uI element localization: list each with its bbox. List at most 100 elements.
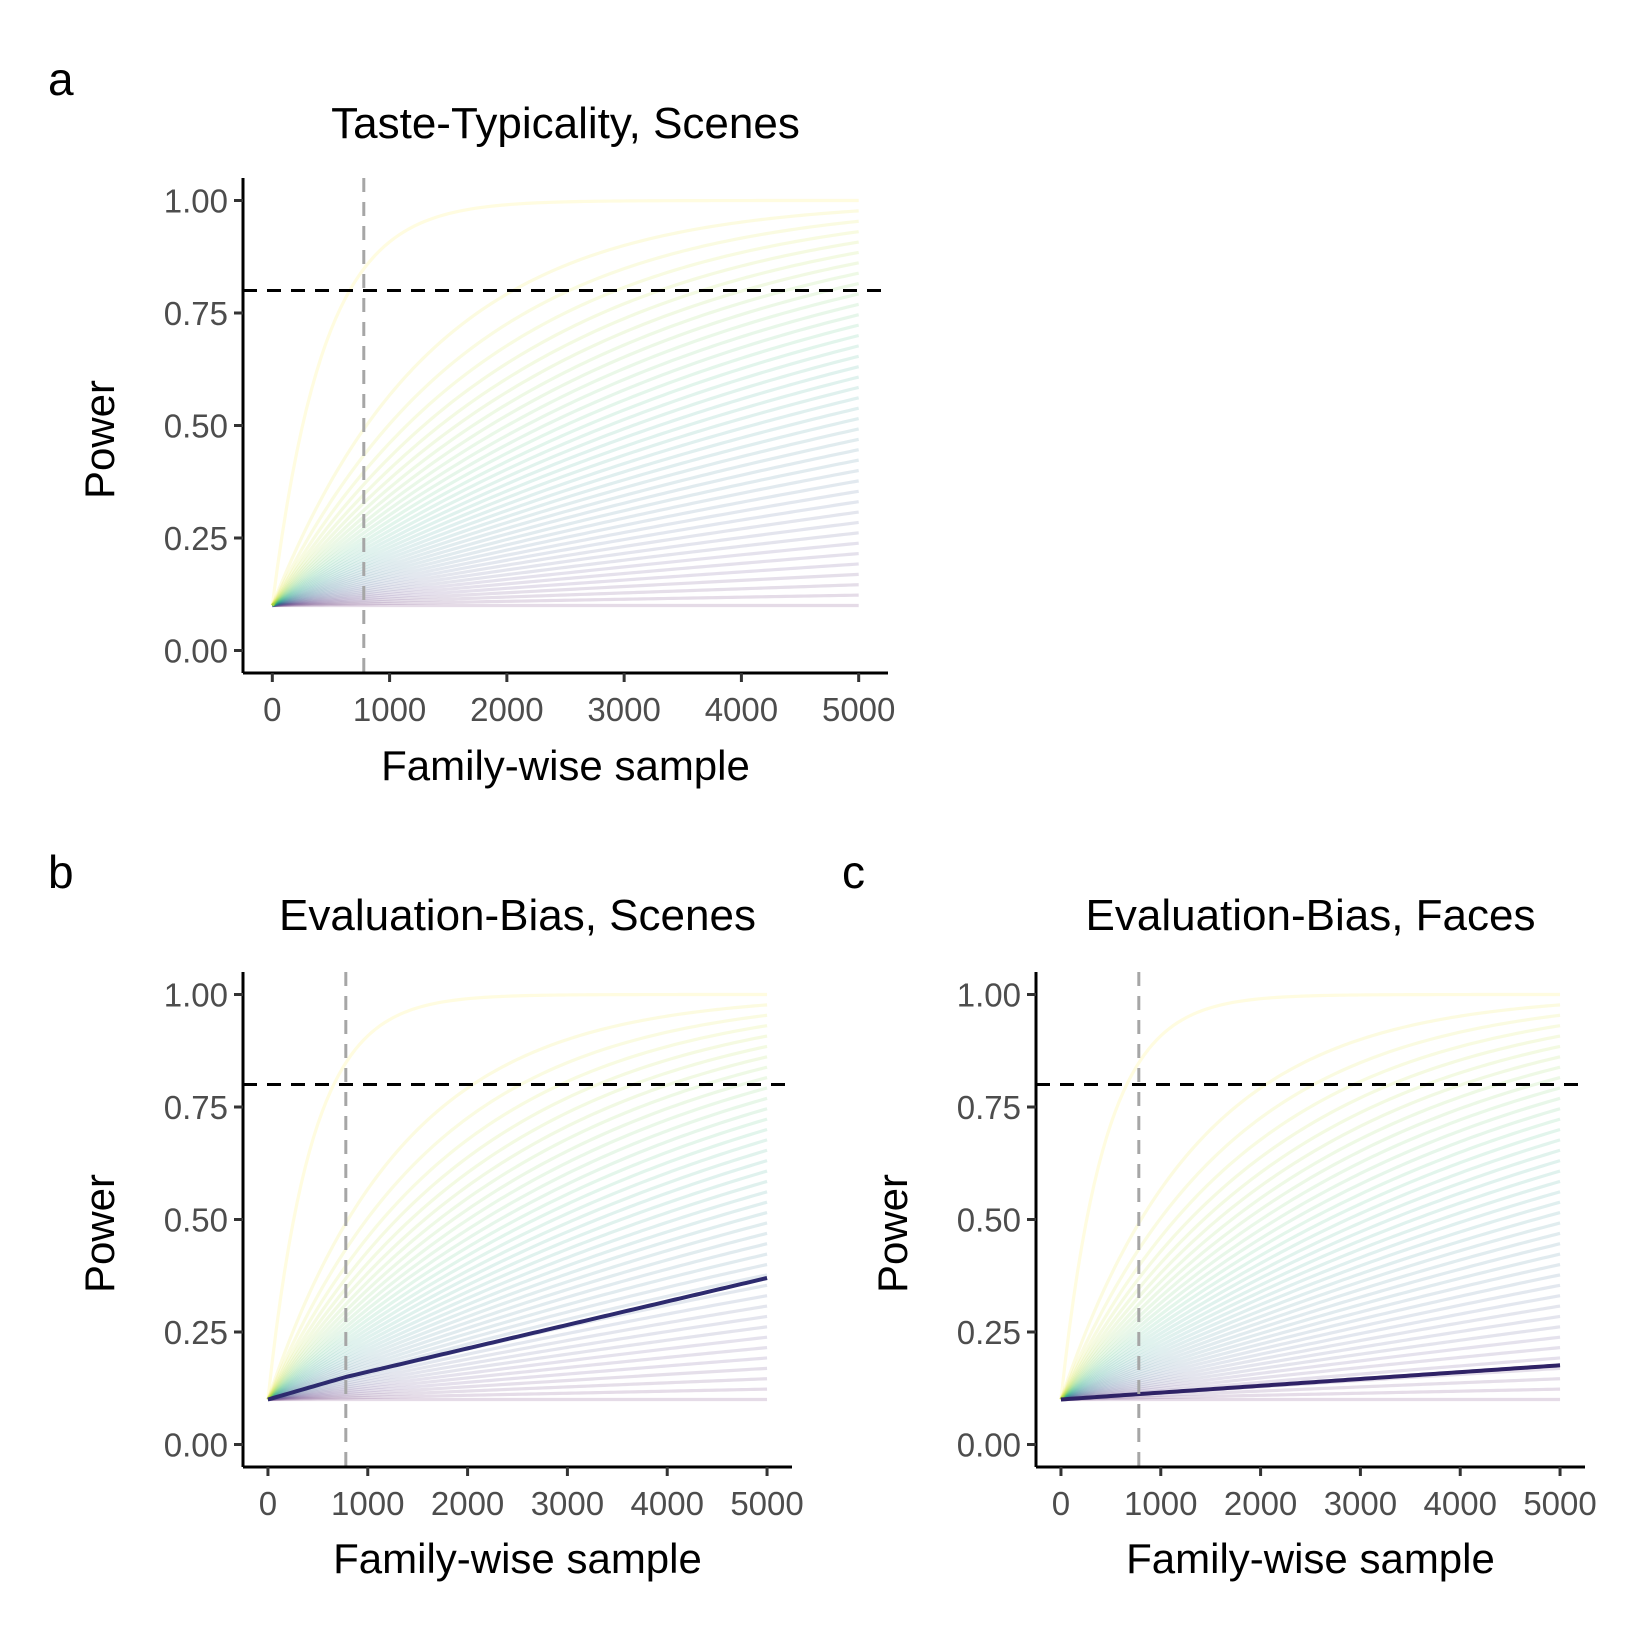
y-tick-label: 0.25 (164, 520, 228, 557)
y-tick-label: 0.00 (957, 1427, 1021, 1464)
power-curve (1059, 1138, 1561, 1401)
power-curve (271, 437, 860, 608)
highlighted-power-curve (267, 1276, 768, 1402)
power-curve (1060, 1387, 1561, 1402)
power-curve (1060, 1314, 1561, 1402)
power-curve (266, 1096, 768, 1401)
x-tick-label: 1000 (331, 1485, 404, 1522)
power-curve (271, 375, 860, 607)
x-tick-label: 2000 (1224, 1485, 1297, 1522)
power-curves (270, 198, 860, 608)
power-curve (267, 1252, 768, 1402)
power-curve (267, 1179, 768, 1401)
power-curve (271, 396, 860, 607)
power-curve (1060, 1262, 1561, 1402)
highlighted-power-curve (1060, 1363, 1561, 1402)
power-curve (271, 344, 860, 607)
power-curve (266, 1065, 768, 1401)
power-curve (271, 292, 860, 607)
power-curve (1059, 992, 1561, 1400)
power-curve (1060, 1231, 1561, 1401)
power-curve (272, 593, 859, 608)
power-curve (1060, 1325, 1561, 1402)
power-curve (267, 1377, 768, 1402)
chart-title: Evaluation-Bias, Scenes (279, 891, 756, 940)
power-curve (266, 1138, 768, 1401)
power-curves (1059, 992, 1561, 1402)
power-curve (1060, 1294, 1561, 1402)
power-curve (272, 562, 859, 608)
power-curve (1059, 1065, 1561, 1401)
power-curve (271, 354, 860, 607)
y-tick-label: 1.00 (957, 977, 1021, 1014)
power-curve (271, 365, 860, 607)
power-curve (1059, 1034, 1561, 1401)
power-curve (271, 427, 860, 607)
power-curve (267, 1366, 768, 1402)
power-curve (271, 500, 859, 608)
power-curve (267, 1231, 768, 1401)
power-curve (1059, 1148, 1561, 1401)
y-axis-title: Power (76, 380, 123, 499)
power-curve (266, 1127, 768, 1401)
y-tick-label: 0.00 (164, 1427, 228, 1464)
power-curve (270, 219, 859, 607)
power-curve (1060, 1252, 1561, 1402)
power-curve (267, 1221, 768, 1401)
power-curve (1060, 1377, 1561, 1402)
power-curve (271, 323, 860, 607)
power-curve (266, 1107, 768, 1401)
power-curve (1059, 1127, 1561, 1401)
power-curve (271, 479, 859, 608)
panel-a: a Taste-Typicality, Scenes 0.00 0.25 0.50 0.7… (48, 53, 895, 789)
power-curve (272, 583, 859, 608)
power-curve (1060, 1283, 1561, 1402)
x-tick-label: 1000 (1124, 1485, 1197, 1522)
power-curve (271, 448, 860, 608)
y-tick-label: 0.25 (957, 1314, 1021, 1351)
x-tick-label: 0 (259, 1485, 277, 1522)
power-curve (267, 1304, 768, 1402)
x-axis-title: Family-wise sample (333, 1535, 702, 1582)
y-axis-title: Power (869, 1174, 916, 1293)
y-axis-title: Power (76, 1174, 123, 1293)
x-tick-label: 0 (1052, 1485, 1070, 1522)
power-curve (267, 1314, 768, 1402)
y-tick-label: 0.50 (164, 408, 228, 445)
power-curve (1060, 1190, 1561, 1401)
panel-letter: c (842, 846, 865, 898)
power-curve (1059, 1086, 1561, 1401)
power-curve (266, 1148, 768, 1401)
power-curve (267, 1387, 768, 1402)
panel-c: c Evaluation-Bias, Faces 0.00 0.25 0.50 0.75 1… (842, 846, 1597, 1582)
power-curve (1060, 1169, 1561, 1401)
x-axis-title: Family-wise sample (381, 742, 750, 789)
x-tick-label: 4000 (705, 691, 778, 728)
power-curve (266, 1003, 768, 1401)
power-curve (1060, 1211, 1561, 1401)
power-curve (271, 302, 860, 607)
power-curve (271, 468, 859, 608)
power-curve (1059, 1024, 1561, 1401)
power-curve (272, 551, 859, 608)
chart-title: Evaluation-Bias, Faces (1086, 891, 1536, 940)
panel-letter: a (48, 53, 74, 105)
x-tick-label: 4000 (1424, 1485, 1497, 1522)
power-curve (266, 1034, 768, 1401)
y-tick-label: 1.00 (164, 183, 228, 220)
power-curve (266, 1076, 768, 1401)
x-tick-label: 4000 (631, 1485, 704, 1522)
power-curve (272, 541, 859, 608)
power-curve (1059, 1055, 1561, 1401)
y-tick-label: 0.00 (164, 633, 228, 670)
power-curve (266, 1086, 768, 1401)
power-curve (267, 1159, 768, 1401)
power-curve (1059, 1117, 1561, 1401)
panel-letter: b (48, 846, 74, 898)
power-curve (266, 1013, 768, 1401)
power-curve (271, 250, 859, 607)
power-curve (267, 1262, 768, 1402)
power-curve (267, 1211, 768, 1401)
power-curve (270, 230, 859, 607)
